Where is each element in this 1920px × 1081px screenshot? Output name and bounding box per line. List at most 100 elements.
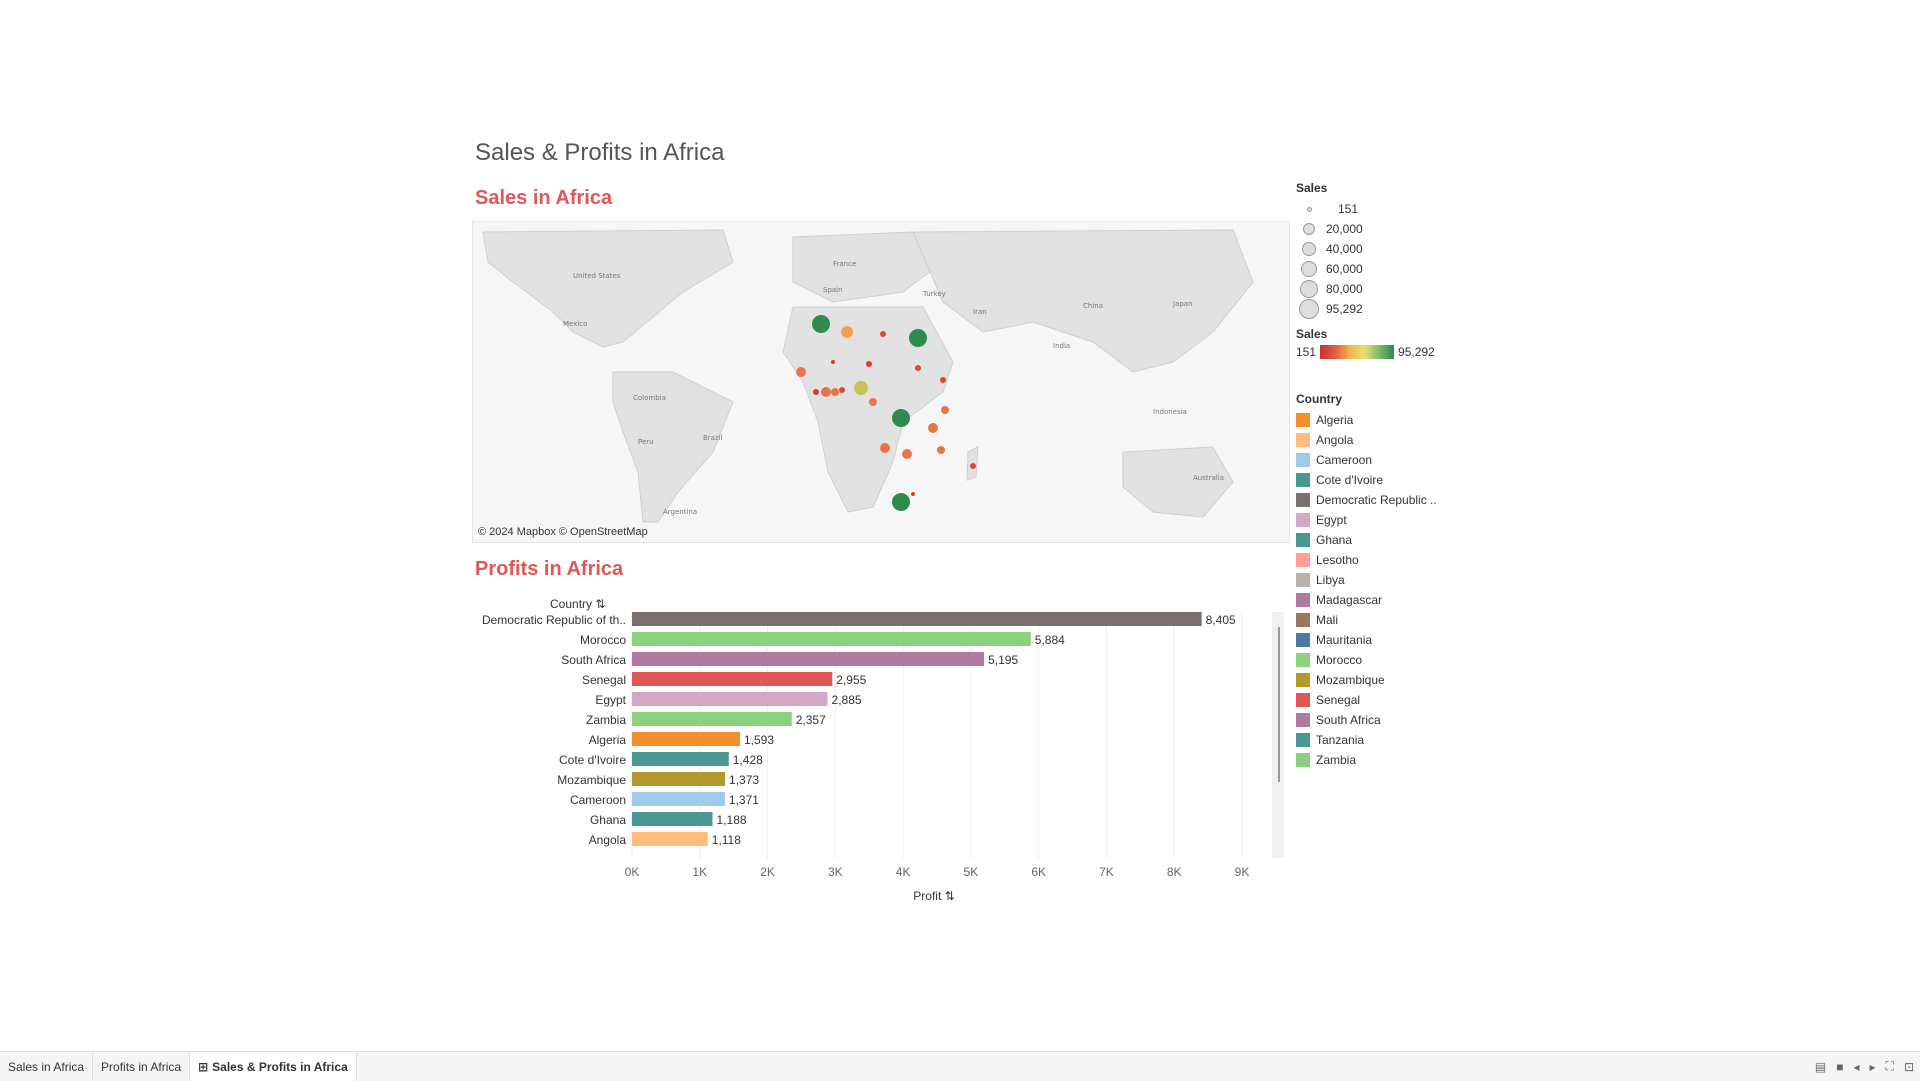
map-sheet-title: Sales in Africa (475, 187, 613, 209)
country-legend-item[interactable]: Madagascar (1296, 590, 1437, 610)
country-legend-item[interactable]: Egypt (1296, 510, 1437, 530)
map-label-australia: Australia (1193, 474, 1224, 482)
map-label-spain: Spain (823, 286, 843, 294)
country-legend-item[interactable]: Democratic Republic .. (1296, 490, 1437, 510)
profit-bar[interactable] (632, 832, 708, 846)
bubble-niger[interactable] (866, 361, 872, 367)
profit-bar[interactable] (632, 632, 1031, 646)
bubble-south-africa[interactable] (892, 493, 910, 511)
sales-map[interactable]: United States Mexico Colombia Peru Brazil Arg… (472, 221, 1290, 543)
country-legend-item[interactable]: Morocco (1296, 650, 1437, 670)
profit-bar[interactable] (632, 812, 713, 826)
north-america-land (482, 229, 734, 348)
profit-bar-chart[interactable]: Country ⇅ 0K 1K 2K 3K 4K 5K 6K 7K 8K 9K Democratic … (472, 590, 1288, 910)
bar-value-label: 2,955 (836, 673, 866, 687)
country-legend-item[interactable]: Mozambique (1296, 670, 1437, 690)
bubble-madagascar[interactable] (970, 463, 976, 469)
category-label: Mozambique (557, 773, 626, 787)
bubble-cameroon[interactable] (869, 398, 877, 406)
bubble-nigeria[interactable] (854, 381, 868, 395)
profit-bar[interactable] (632, 692, 828, 706)
sheet-view-icon[interactable]: ■ (1836, 1059, 1844, 1074)
country-legend-item[interactable]: Angola (1296, 430, 1437, 450)
size-circle-icon (1302, 242, 1316, 256)
profit-bar[interactable] (632, 792, 725, 806)
x-tick-label: 7K (1099, 865, 1114, 879)
profit-bar[interactable] (632, 752, 729, 766)
country-legend-item[interactable]: Libya (1296, 570, 1437, 590)
country-legend-item[interactable]: Cote d'Ivoire (1296, 470, 1437, 490)
bubble-sudan[interactable] (915, 365, 921, 371)
bubble-mali[interactable] (831, 360, 835, 364)
grid-view-icon[interactable]: ▤ (1814, 1059, 1827, 1074)
size-legend-label: 40,000 (1326, 242, 1363, 256)
country-legend-item[interactable]: Algeria (1296, 410, 1437, 430)
country-legend-item[interactable]: Tanzania (1296, 730, 1437, 750)
bubble-morocco[interactable] (812, 315, 830, 333)
map-label-turkey: Turkey (922, 290, 946, 298)
dashboard-icon: ⊞ (198, 1059, 209, 1074)
country-legend-item[interactable]: South Africa (1296, 710, 1437, 730)
bar-value-label: 5,195 (988, 653, 1018, 667)
color-swatch (1296, 553, 1310, 567)
color-swatch (1296, 753, 1310, 767)
profit-bar[interactable] (632, 612, 1202, 626)
size-legend-item: 80,000 (1296, 279, 1363, 299)
bubble-cote[interactable] (813, 389, 819, 395)
x-axis-header[interactable]: Profit ⇅ (913, 889, 954, 903)
country-legend-item[interactable]: Senegal (1296, 690, 1437, 710)
color-swatch (1296, 573, 1310, 587)
country-legend-label: Senegal (1316, 693, 1361, 707)
country-legend-item[interactable]: Cameroon (1296, 450, 1437, 470)
profit-bar[interactable] (632, 712, 792, 726)
country-legend-item[interactable]: Mauritania (1296, 630, 1437, 650)
color-swatch (1296, 693, 1310, 707)
next-sheet-icon[interactable]: ▸ (1869, 1059, 1876, 1074)
bubble-tanzania[interactable] (928, 423, 938, 433)
profit-bar[interactable] (632, 672, 833, 686)
bar-value-label: 2,357 (796, 713, 826, 727)
sheet-tab[interactable]: ⊞ Sales & Profits in Africa (190, 1052, 357, 1081)
country-legend-label: Democratic Republic .. (1316, 493, 1437, 507)
color-legend-max: 95,292 (1398, 345, 1435, 359)
map-label-brazil: Brazil (703, 434, 723, 442)
previous-sheet-icon[interactable]: ◂ (1853, 1059, 1860, 1074)
profit-bar[interactable] (632, 652, 985, 666)
sheet-tab[interactable]: Profits in Africa (93, 1052, 191, 1081)
bubble-angola[interactable] (880, 443, 890, 453)
fullscreen-icon[interactable]: ⛶ (1885, 1059, 1894, 1073)
bubble-kenya[interactable] (941, 406, 949, 414)
country-legend-item[interactable]: Mali (1296, 610, 1437, 630)
bubble-senegal[interactable] (796, 367, 806, 377)
bubble-egypt[interactable] (909, 329, 927, 347)
color-legend-min: 151 (1296, 345, 1317, 359)
country-legend-item[interactable]: Lesotho (1296, 550, 1437, 570)
profit-bar[interactable] (632, 772, 726, 786)
color-swatch (1296, 733, 1310, 747)
present-icon[interactable]: ⊡ (1903, 1059, 1914, 1074)
bubble-togo[interactable] (831, 388, 839, 396)
country-legend-item[interactable]: Ghana (1296, 530, 1437, 550)
map-label-peru: Peru (638, 438, 654, 446)
bubble-ethiopia[interactable] (940, 377, 946, 383)
country-legend-item[interactable]: Zambia (1296, 750, 1437, 770)
bubble-drc[interactable] (892, 409, 910, 427)
size-circle-icon (1301, 261, 1317, 277)
bubble-algeria[interactable] (841, 326, 853, 338)
map-label-colombia: Colombia (633, 394, 666, 402)
sheet-tab-bar: Sales in Africa Profits in Africa ⊞ Sales &… (0, 1051, 1920, 1081)
profit-bar[interactable] (632, 732, 740, 746)
sheet-tab[interactable]: Sales in Africa (0, 1052, 94, 1081)
map-label-india: India (1053, 342, 1070, 350)
africa-land (782, 306, 954, 513)
bubble-benin[interactable] (839, 387, 845, 393)
scrollbar-thumb[interactable] (1278, 627, 1280, 782)
bubble-ghana[interactable] (821, 387, 831, 397)
size-circle-icon (1300, 280, 1318, 298)
bubble-mozambique[interactable] (937, 446, 945, 454)
bubble-lesotho[interactable] (911, 492, 915, 496)
australia-land (1122, 446, 1234, 518)
bubble-zambia[interactable] (902, 449, 912, 459)
y-axis-header[interactable]: Country ⇅ (550, 597, 605, 611)
bubble-libya[interactable] (880, 331, 886, 337)
